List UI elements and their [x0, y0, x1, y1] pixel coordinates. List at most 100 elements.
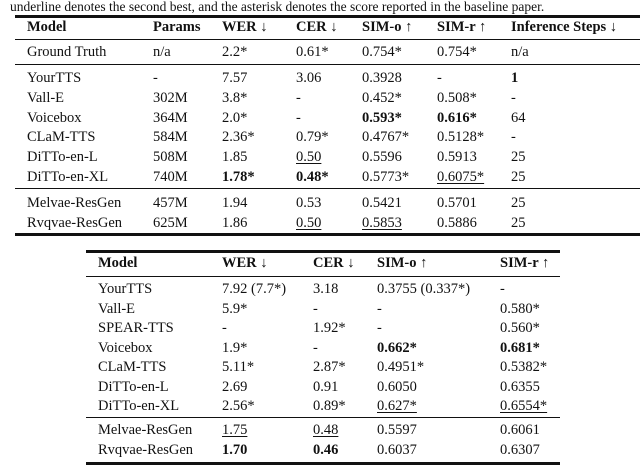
- column-header: Model: [27, 19, 67, 35]
- row-label: DiTTo-en-XL: [98, 398, 180, 414]
- table-cell: 1.86: [222, 215, 248, 231]
- table-cell: -: [511, 129, 516, 145]
- column-header: SIM-r ↑: [437, 19, 487, 35]
- row-label: CLaM-TTS: [98, 359, 167, 375]
- table-cell: -: [222, 320, 227, 336]
- table-cell: 1.78*: [222, 169, 255, 185]
- table-cell: 0.53: [296, 195, 322, 211]
- table-cell: 5.9*: [222, 301, 248, 317]
- row-label: DiTTo-en-L: [98, 379, 169, 395]
- row-label: CLaM-TTS: [27, 129, 96, 145]
- table-cell: 508M: [153, 149, 188, 165]
- table-cell: 0.580*: [500, 301, 540, 317]
- table-cell: -: [511, 90, 516, 106]
- table-cell: 25: [511, 169, 526, 185]
- row-label: YourTTS: [98, 281, 153, 297]
- table-cell: 7.92 (7.7*): [222, 281, 287, 297]
- table-cell: 0.5853: [362, 215, 402, 231]
- table-cell: 0.4767*: [362, 129, 410, 145]
- table-cell: 0.6355: [500, 379, 540, 395]
- row-label: Melvae-ResGen: [27, 195, 122, 211]
- table-rule: [15, 188, 640, 189]
- table-cell: 0.89*: [313, 398, 346, 414]
- table-cell: n/a: [153, 44, 171, 60]
- table-cell: 0.50: [296, 149, 322, 165]
- table-cell: 0.5421: [362, 195, 402, 211]
- table-cell: -: [153, 70, 158, 86]
- row-label: SPEAR-TTS: [98, 320, 174, 336]
- table-cell: 0.61*: [296, 44, 329, 60]
- table-cell: 7.57: [222, 70, 248, 86]
- column-header: SIM-r ↑: [500, 255, 550, 271]
- table-cell: 0.6554*: [500, 398, 548, 414]
- table-cell: 2.69: [222, 379, 248, 395]
- table-cell: 5.11*: [222, 359, 255, 375]
- column-header: Model: [98, 255, 138, 271]
- table-cell: 625M: [153, 215, 188, 231]
- table-cell: 0.560*: [500, 320, 540, 336]
- table-cell: 1.9*: [222, 340, 248, 356]
- row-label: Melvae-ResGen: [98, 422, 193, 438]
- table-cell: 2.0*: [222, 110, 248, 126]
- table-cell: 0.5773*: [362, 169, 410, 185]
- table-rule: [86, 417, 560, 418]
- table-cell: 740M: [153, 169, 188, 185]
- table-rule: [15, 64, 640, 65]
- table-cell: 302M: [153, 90, 188, 106]
- column-header: Params: [153, 19, 201, 35]
- table-cell: 1.94: [222, 195, 248, 211]
- table-cell: 0.5701: [437, 195, 477, 211]
- table-cell: 0.6075*: [437, 169, 485, 185]
- table-cell: -: [296, 90, 301, 106]
- table-cell: 0.754*: [362, 44, 402, 60]
- table-cell: 64: [511, 110, 526, 126]
- table-rule: [86, 276, 560, 277]
- column-header: SIM-o ↑: [362, 19, 413, 35]
- row-label: Voicebox: [27, 110, 82, 126]
- table-cell: 2.2*: [222, 44, 248, 60]
- table-cell: 3.06: [296, 70, 322, 86]
- row-label: Voicebox: [98, 340, 153, 356]
- table-cell: 0.5886: [437, 215, 477, 231]
- table-rule: [15, 15, 640, 18]
- table-cell: 0.508*: [437, 90, 477, 106]
- table-rule: [86, 250, 560, 253]
- table-cell: 1.92*: [313, 320, 346, 336]
- row-label: Ground Truth: [27, 44, 107, 60]
- column-header: SIM-o ↑: [377, 255, 428, 271]
- table-cell: 0.6061: [500, 422, 540, 438]
- table-cell: 0.4951*: [377, 359, 425, 375]
- table-cell: 0.616*: [437, 110, 477, 126]
- table-cell: 0.3928: [362, 70, 402, 86]
- table-cell: -: [296, 110, 301, 126]
- table-rule: [86, 462, 560, 465]
- table-cell: 0.46: [313, 442, 339, 458]
- table-cell: 0.48: [313, 422, 339, 438]
- table-cell: 0.3755 (0.337*): [377, 281, 471, 297]
- table-cell: 2.36*: [222, 129, 255, 145]
- table-rule: [15, 39, 640, 40]
- table-cell: 457M: [153, 195, 188, 211]
- table-cell: 0.91: [313, 379, 339, 395]
- table-cell: 0.627*: [377, 398, 417, 414]
- row-label: Rvqvae-ResGen: [98, 442, 194, 458]
- table-cell: 1.70: [222, 442, 248, 458]
- table-cell: -: [500, 281, 505, 297]
- table-cell: 0.593*: [362, 110, 402, 126]
- table-cell: 0.452*: [362, 90, 402, 106]
- column-header: CER ↓: [313, 255, 355, 271]
- table-cell: 25: [511, 215, 526, 231]
- caption: underline denotes the second best, and t…: [10, 0, 545, 14]
- table-cell: 25: [511, 149, 526, 165]
- table-cell: 1: [511, 70, 519, 86]
- table-cell: 1.75: [222, 422, 248, 438]
- row-label: YourTTS: [27, 70, 82, 86]
- table-cell: 0.662*: [377, 340, 417, 356]
- column-header: Inference Steps ↓: [511, 19, 618, 35]
- table-cell: 0.5382*: [500, 359, 548, 375]
- column-header: CER ↓: [296, 19, 338, 35]
- table-cell: 0.50: [296, 215, 322, 231]
- table-cell: 364M: [153, 110, 188, 126]
- table-cell: 0.5597: [377, 422, 417, 438]
- table-cell: 0.5596: [362, 149, 402, 165]
